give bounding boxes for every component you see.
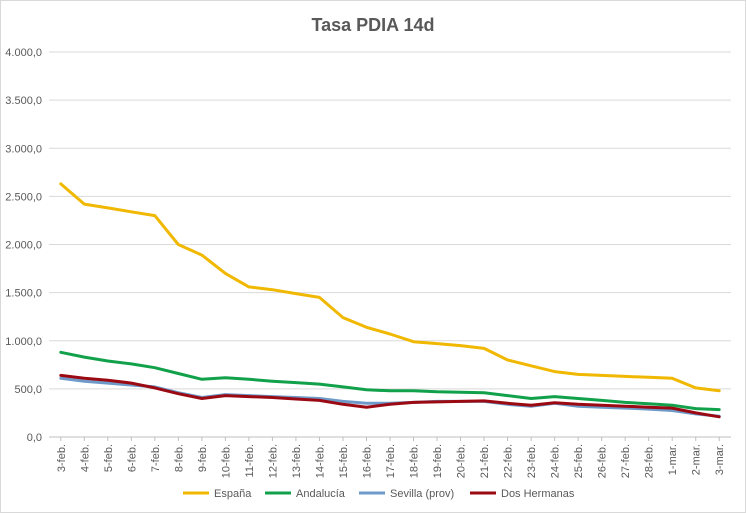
x-tick-label: 15-feb.: [338, 444, 350, 478]
x-tick-label: 4-feb.: [79, 444, 91, 472]
x-tick-label: 20-feb.: [456, 444, 468, 478]
legend-label: Sevilla (prov): [390, 488, 454, 500]
x-tick-label: 1-mar.: [667, 444, 679, 475]
x-tick-label: 23-feb.: [526, 444, 538, 478]
legend-label: España: [214, 488, 252, 500]
x-tick-label: 2-mar.: [691, 444, 703, 475]
x-tick-label: 5-feb.: [103, 444, 115, 472]
x-tick-label: 21-feb.: [479, 444, 491, 478]
x-tick-label: 19-feb.: [432, 444, 444, 478]
x-axis-ticks: 3-feb. 4-feb. 5-feb. 6-feb. 7-feb. 8-feb. 9-fe…: [56, 437, 726, 478]
y-tick-label: 3.000,0: [5, 143, 42, 155]
x-tick-label: 10-feb.: [220, 444, 232, 478]
legend-label: Andalucía: [296, 488, 346, 500]
x-tick-label: 12-feb.: [267, 444, 279, 478]
x-tick-label: 7-feb.: [150, 444, 162, 472]
legend-label: Dos Hermanas: [501, 488, 575, 500]
y-tick-label: 2.500,0: [5, 191, 42, 203]
x-tick-label: 28-feb.: [644, 444, 656, 478]
x-tick-label: 26-feb.: [597, 444, 609, 478]
y-axis-ticks: 0,0 500,0 1.000,0 1.500,0 2.000,0 2.500,0 3.00…: [5, 47, 42, 444]
x-tick-label: 14-feb.: [314, 444, 326, 478]
x-tick-label: 22-feb.: [503, 444, 515, 478]
x-tick-label: 8-feb.: [173, 444, 185, 472]
legend: España Andalucía Sevilla (prov) Dos Hermana…: [183, 488, 575, 500]
series-line-espa-a: [59, 182, 721, 393]
x-tick-label: 25-feb.: [573, 444, 585, 478]
x-tick-label: 9-feb.: [197, 444, 209, 472]
y-tick-label: 0,0: [27, 432, 42, 444]
y-tick-label: 2.000,0: [5, 240, 42, 252]
gridlines: [49, 51, 731, 438]
x-tick-label: 16-feb.: [361, 444, 373, 478]
series-line-sevilla-prov-: [59, 376, 721, 418]
x-tick-label: 13-feb.: [291, 444, 303, 478]
y-tick-label: 4.000,0: [5, 47, 42, 59]
x-tick-label: 18-feb.: [409, 444, 421, 478]
y-tick-label: 500,0: [14, 384, 42, 396]
x-tick-label: 24-feb.: [550, 444, 562, 478]
x-tick-label: 27-feb.: [620, 444, 632, 478]
series-line-andaluc-a: [59, 350, 721, 412]
x-tick-label: 3-feb.: [56, 444, 68, 472]
series-lines: [59, 182, 721, 419]
y-tick-label: 1.000,0: [5, 336, 42, 348]
x-tick-label: 11-feb.: [244, 444, 256, 477]
x-tick-label: 17-feb.: [385, 444, 397, 478]
x-tick-label: 6-feb.: [126, 444, 138, 472]
chart-title: Tasa PDIA 14d: [311, 15, 434, 35]
y-tick-label: 1.500,0: [5, 288, 42, 300]
series-line-dos-hermanas: [59, 373, 721, 419]
y-tick-label: 3.500,0: [5, 95, 42, 107]
x-tick-label: 3-mar.: [714, 444, 726, 475]
